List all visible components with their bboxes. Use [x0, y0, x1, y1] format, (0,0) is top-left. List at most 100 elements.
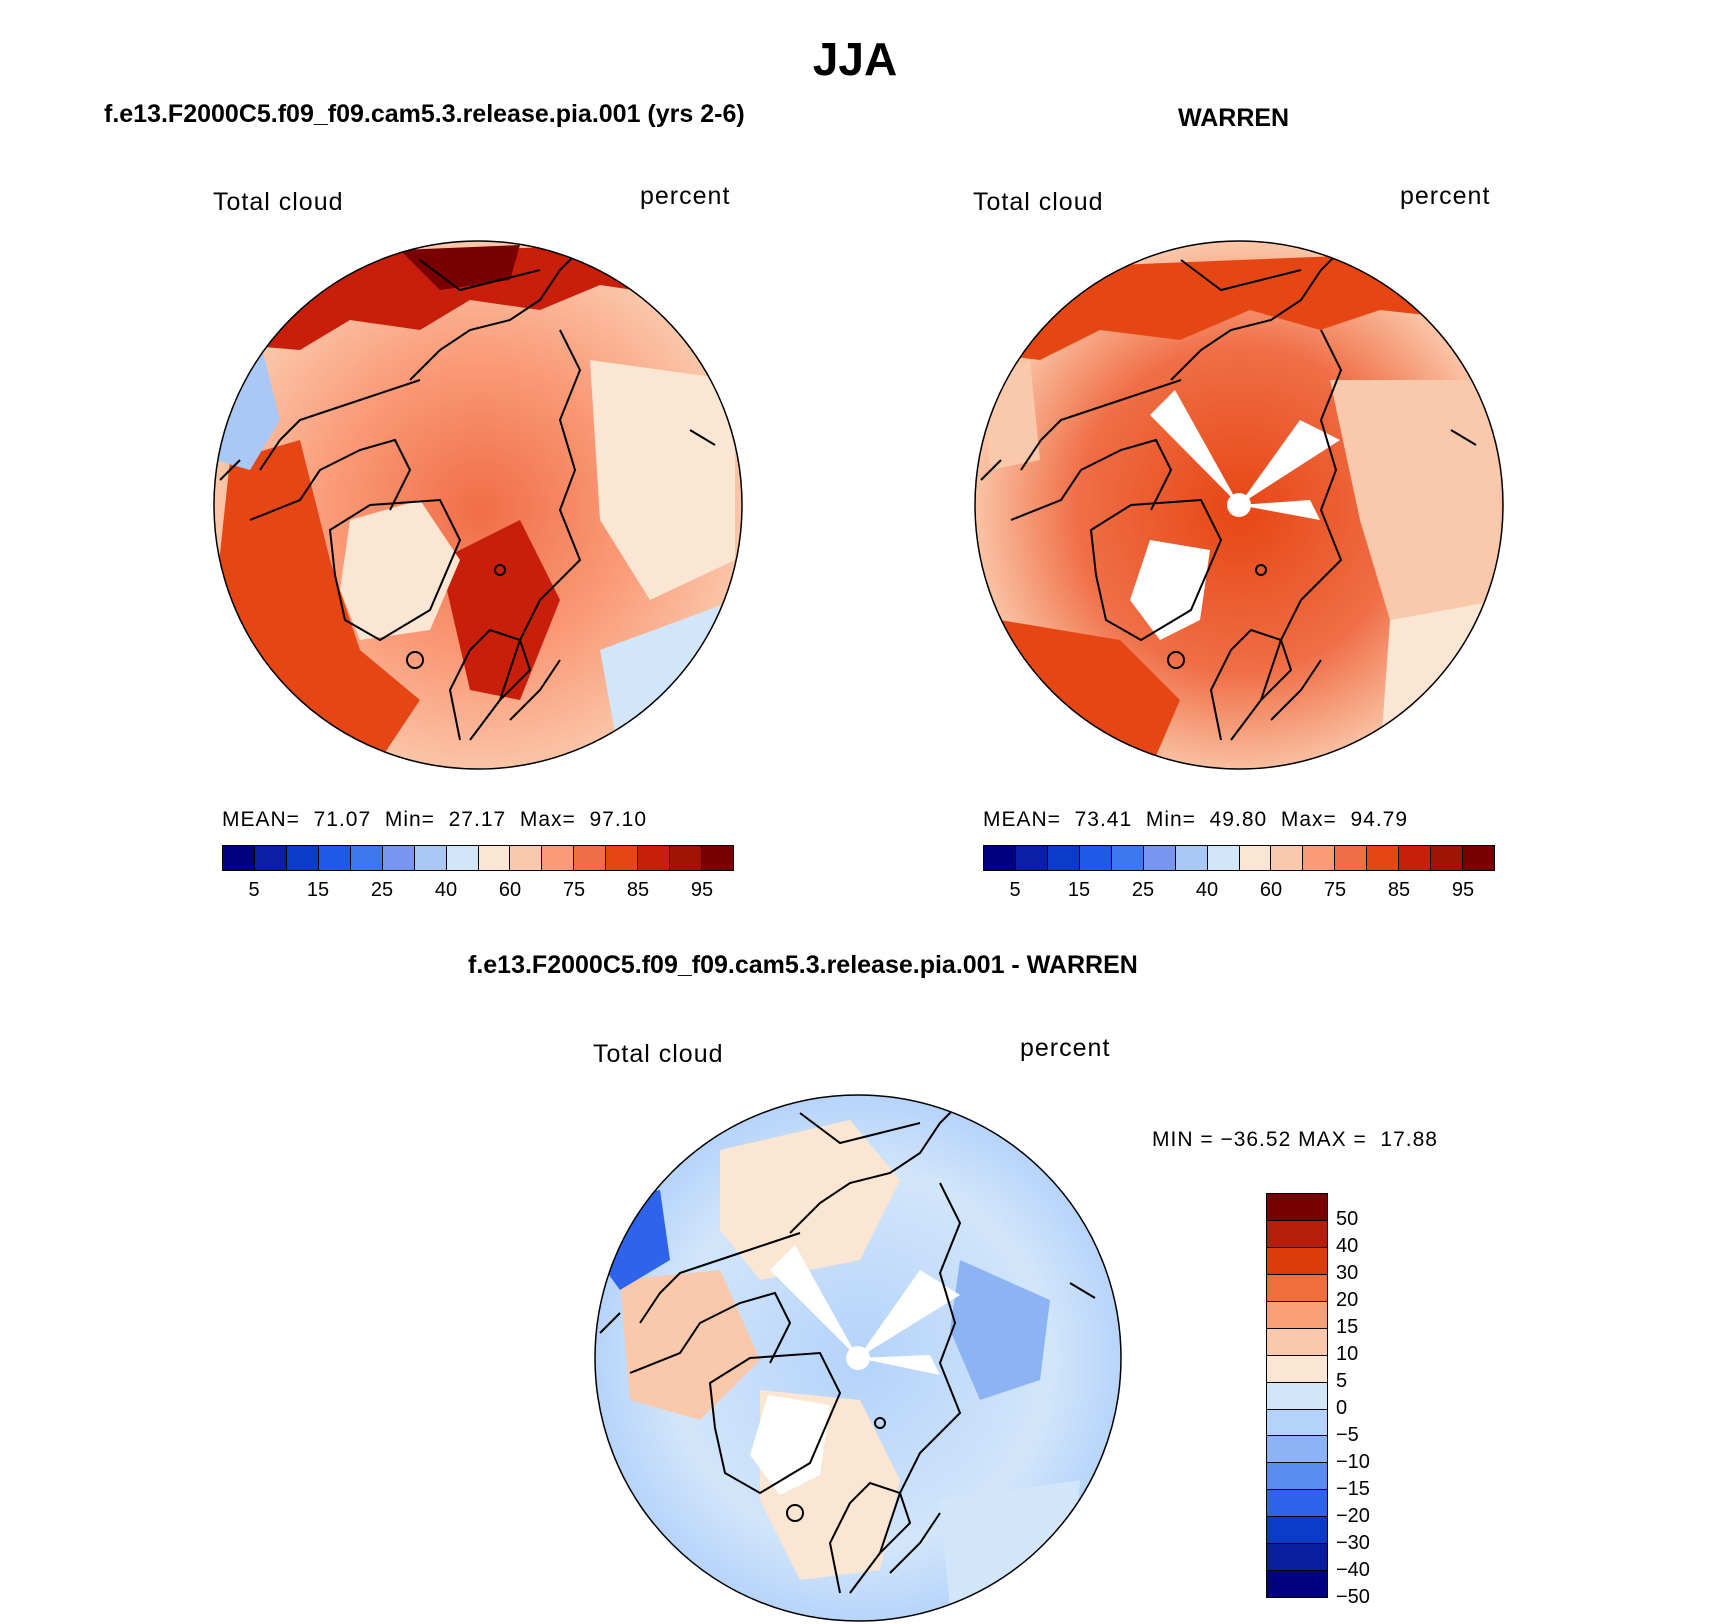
missing-pole-diff — [846, 1346, 870, 1370]
colorbar-swatch — [1014, 846, 1047, 870]
colorbar-tick-label: 5 — [1009, 879, 1021, 901]
min-value-diff: −36.52 — [1220, 1128, 1292, 1151]
colorbar-tick-label: 10 — [1336, 1343, 1359, 1365]
min-label-model: Min= — [384, 808, 435, 831]
min-label-diff: MIN = — [1152, 1128, 1214, 1151]
colorbar-swatch — [1267, 1194, 1327, 1220]
panel-title-model: f.e13.F2000C5.f09_f09.cam5.3.release.pia… — [104, 100, 745, 128]
units-label-diff: percent — [1020, 1034, 1111, 1062]
colorbar-swatch — [1267, 1300, 1327, 1328]
colorbar-tick-label: 75 — [562, 879, 586, 901]
colorbar-swatch — [445, 846, 478, 870]
colorbar-tick-label: 30 — [1336, 1262, 1359, 1284]
colorbar-swatch — [1462, 846, 1494, 870]
field-positive-canada-diff — [620, 1270, 760, 1420]
field-positive-north-diff — [720, 1120, 900, 1280]
colorbar-diff: 50 40 30 20 15 10 5 0 −5 −10 −15 −20 −30 −40 −50 — [1266, 1193, 1406, 1608]
field-high-north-obs — [990, 250, 1490, 360]
colorbar-tick-label: 75 — [1323, 879, 1347, 901]
missing-wedge-2-diff — [858, 1270, 960, 1358]
colorbar-swatch — [1142, 846, 1175, 870]
max-label-model: Max= — [519, 808, 576, 831]
colorbar-swatch — [285, 846, 318, 870]
colorbar-swatch — [1302, 846, 1335, 870]
stats-row-diff: MIN = −36.52 MAX = 17.88 — [1152, 1128, 1438, 1152]
colorbar-tick-label: 50 — [1336, 1208, 1359, 1230]
variable-label-diff: Total cloud — [593, 1040, 724, 1068]
colorbar-tick-label: 25 — [370, 879, 394, 901]
colorbar-swatch — [509, 846, 542, 870]
colorbar-swatch — [1366, 846, 1399, 870]
colorbar-tick-label: 15 — [1336, 1316, 1359, 1338]
colorbar-swatch — [1110, 846, 1143, 870]
units-label-model: percent — [640, 182, 731, 210]
field-negative-siberia-diff — [950, 1260, 1050, 1400]
colorbar-tick-label: −10 — [1336, 1451, 1370, 1473]
stats-row-obs: MEAN= 73.41 Min= 49.80 Max= 94.79 — [983, 808, 1408, 832]
colorbar-swatch — [701, 846, 733, 870]
max-value-model: 97.10 — [589, 808, 648, 831]
field-low-asia-obs — [1380, 600, 1500, 760]
panel-title-diff: f.e13.F2000C5.f09_f09.cam5.3.release.pia… — [468, 951, 1138, 979]
missing-greenland-obs — [1130, 540, 1210, 640]
colorbar-swatch — [1267, 1435, 1327, 1463]
colorbar-tick-label: 40 — [1195, 879, 1219, 901]
colorbar-swatch — [349, 846, 382, 870]
colorbar-swatch — [1174, 846, 1207, 870]
field-siberia-model — [590, 360, 735, 600]
max-label-diff: MAX = — [1298, 1128, 1367, 1151]
colorbar-swatch — [1267, 1246, 1327, 1274]
map-diff — [595, 1095, 1121, 1621]
colorbar-tick-label: 60 — [1259, 879, 1283, 901]
colorbar-tick-label: 20 — [1336, 1289, 1359, 1311]
colorbar-swatch — [477, 846, 510, 870]
missing-greenland-diff — [750, 1395, 830, 1495]
coastlines-diff — [599, 1102, 1096, 1594]
colorbar-swatch — [1267, 1354, 1327, 1382]
mean-label-model: MEAN= — [222, 808, 300, 831]
field-max-model — [400, 245, 520, 290]
min-value-obs: 49.80 — [1209, 808, 1268, 831]
coastlines-model — [219, 249, 716, 741]
colorbar-swatch — [1267, 1381, 1327, 1409]
mean-value-model: 71.07 — [313, 808, 372, 831]
coastlines-obs — [980, 249, 1477, 741]
missing-wedge-3-obs — [1239, 500, 1320, 520]
map-border-model — [213, 240, 743, 770]
colorbar-swatch — [541, 846, 574, 870]
colorbar-tick-label: −20 — [1336, 1505, 1370, 1527]
colorbar-tick-label: 0 — [1336, 1397, 1348, 1419]
colorbar-tick-label: 40 — [1336, 1235, 1359, 1257]
colorbar-swatch — [1046, 846, 1079, 870]
colorbar-swatch — [1267, 1219, 1327, 1247]
colorbar-swatch — [1238, 846, 1271, 870]
colorbar-tick-label: 15 — [306, 879, 330, 901]
variable-label-model: Total cloud — [213, 188, 344, 216]
colorbar-swatch — [1267, 1408, 1327, 1436]
variable-label-obs: Total cloud — [973, 188, 1104, 216]
colorbar-tick-label: −50 — [1336, 1586, 1370, 1608]
colorbar-tick-label: −30 — [1336, 1532, 1370, 1554]
colorbar-tick-label: 60 — [498, 879, 522, 901]
colorbar-swatch — [984, 846, 1015, 870]
colorbar-swatch — [573, 846, 606, 870]
colorbar-swatch — [1267, 1462, 1327, 1490]
missing-wedge-2-obs — [1239, 420, 1340, 505]
field-norse-sea-model — [440, 520, 560, 700]
stats-row-model: MEAN= 71.07 Min= 27.17 Max= 97.10 — [222, 808, 647, 832]
mean-value-obs: 73.41 — [1074, 808, 1133, 831]
colorbar-swatch — [1267, 1570, 1327, 1598]
units-label-obs: percent — [1400, 182, 1491, 210]
colorbar-swatch — [223, 846, 254, 870]
colorbar-swatch — [317, 846, 350, 870]
colorbar-tick-label: 95 — [1451, 879, 1475, 901]
colorbar-tick-label: 25 — [1131, 879, 1155, 901]
colorbar-swatch — [381, 846, 414, 870]
colorbar-swatch — [1206, 846, 1239, 870]
colorbar-swatches-diff — [1266, 1193, 1328, 1598]
colorbar-tick-label: 5 — [1336, 1370, 1348, 1392]
colorbar-swatches-obs — [983, 845, 1495, 871]
field-negative-asia-diff — [940, 1480, 1080, 1610]
colorbar-swatch — [1267, 1273, 1327, 1301]
